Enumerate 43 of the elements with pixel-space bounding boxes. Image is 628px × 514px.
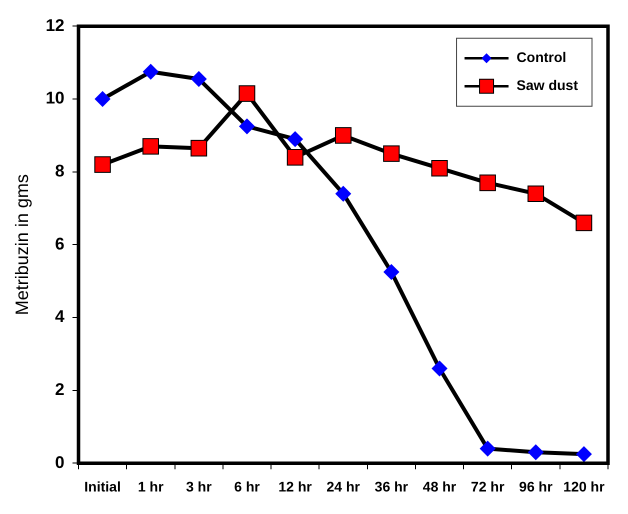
x-tick-label: 96 hr bbox=[519, 478, 554, 494]
point bbox=[383, 145, 400, 162]
point bbox=[576, 446, 592, 462]
x-tick-label: 48 hr bbox=[422, 478, 457, 494]
x-tick-label: 3 hr bbox=[186, 478, 212, 494]
point bbox=[479, 174, 496, 192]
point bbox=[576, 214, 592, 232]
point bbox=[238, 85, 256, 102]
point bbox=[142, 64, 159, 80]
y-tick-label: 2 bbox=[55, 380, 65, 400]
point bbox=[432, 360, 448, 377]
y-tick-label: 10 bbox=[46, 88, 65, 108]
y-axis-title: Metribuzin in gms bbox=[12, 174, 32, 316]
x-tick-label: 36 hr bbox=[374, 478, 409, 494]
point bbox=[431, 160, 448, 177]
point bbox=[528, 444, 544, 460]
y-tick-label: 8 bbox=[55, 162, 65, 181]
point bbox=[94, 156, 111, 173]
x-tick-label: 120 hr bbox=[563, 478, 606, 494]
x-tick-label: 1 hr bbox=[138, 478, 164, 494]
point bbox=[334, 127, 352, 144]
legend-label: Saw dust bbox=[516, 77, 578, 94]
x-tick-label: 6 hr bbox=[234, 478, 260, 494]
point bbox=[286, 149, 304, 166]
x-tick-label: 12 hr bbox=[278, 478, 312, 494]
y-tick-label: 12 bbox=[46, 16, 65, 35]
point bbox=[528, 185, 544, 202]
x-tick-label: 72 hr bbox=[470, 478, 505, 494]
point bbox=[142, 138, 159, 155]
point bbox=[480, 440, 496, 457]
x-tick-label: Initial bbox=[84, 478, 121, 494]
point bbox=[94, 91, 111, 108]
point bbox=[238, 118, 255, 134]
x-tick-label: 24 hr bbox=[326, 478, 361, 494]
legend-label: Control bbox=[516, 49, 566, 66]
point bbox=[190, 140, 208, 156]
point bbox=[335, 186, 352, 202]
y-tick-label: 6 bbox=[55, 234, 65, 254]
point bbox=[383, 264, 400, 280]
point bbox=[287, 131, 304, 148]
y-tick-label: 0 bbox=[55, 452, 65, 472]
point bbox=[190, 71, 207, 88]
y-tick-label: 4 bbox=[55, 307, 66, 326]
